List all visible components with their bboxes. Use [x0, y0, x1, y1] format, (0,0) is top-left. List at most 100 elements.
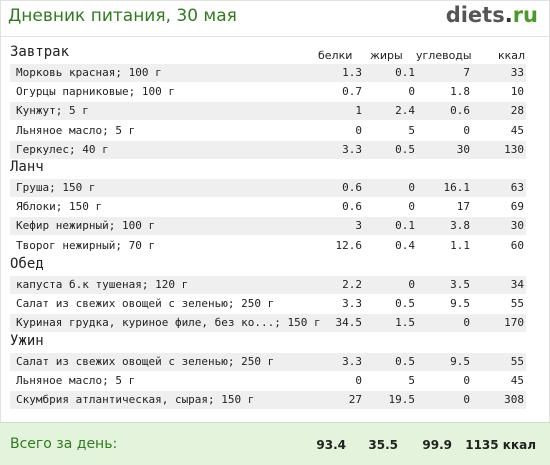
- food-kcal: 33: [510, 66, 524, 79]
- food-row: Морковь красная; 100 г 1.3 0.1 7 33: [10, 64, 526, 82]
- food-carbs: 30: [456, 142, 470, 156]
- meal-section-title: Обед: [10, 256, 44, 272]
- logo-dot: .: [504, 3, 513, 27]
- food-name: Яблоки; 150 г: [16, 200, 103, 214]
- food-name: Салат из свежих овощей с зеленью; 250 г: [16, 355, 275, 368]
- daily-totals-bar: Всего за день: 93.4 35.5 99.9 1135 ккал: [0, 422, 550, 465]
- food-protein: 1.3: [342, 66, 362, 79]
- logo-tld: ru: [512, 3, 538, 27]
- meal-section-title: Ланч: [10, 159, 44, 175]
- food-carbs: 1.8: [450, 85, 470, 99]
- food-carbs: 1.1: [450, 238, 470, 252]
- food-kcal: 55: [510, 355, 524, 368]
- food-name: Льняное масло; 5 г: [16, 374, 136, 388]
- meal-section-title: Завтрак: [10, 44, 70, 60]
- food-protein: 34.5: [335, 316, 363, 330]
- food-kcal: 130: [504, 142, 524, 156]
- food-carbs: 0: [463, 393, 470, 407]
- food-protein: 1: [355, 104, 362, 118]
- food-carbs: 3.8: [450, 219, 470, 233]
- total-carbs: 99.9: [422, 438, 452, 452]
- food-fat: 1.5: [395, 316, 415, 330]
- food-row: Огурцы парниковые; 100 г 0.7 0 1.8 10: [10, 83, 526, 101]
- food-name: Кунжут; 5 г: [16, 104, 89, 118]
- food-carbs: 0.6: [450, 104, 470, 118]
- totals-label: Всего за день:: [10, 436, 118, 452]
- food-protein: 12.6: [335, 238, 363, 252]
- food-kcal: 28: [510, 104, 524, 118]
- food-kcal: 45: [510, 374, 524, 388]
- food-kcal: 170: [504, 316, 524, 330]
- food-row: Скумбрия атлантическая, сырая; 150 г 27 19…: [10, 391, 526, 410]
- food-name: Геркулес; 40 г: [16, 142, 109, 156]
- food-name: Скумбрия атлантическая, сырая; 150 г: [16, 393, 255, 407]
- total-protein: 93.4: [316, 438, 346, 452]
- food-row: Салат из свежих овощей с зеленью; 250 г 3…: [10, 295, 526, 313]
- food-name: Куриная грудка, куриное филе, без ко...;…: [16, 316, 321, 330]
- total-kcal: 1135 ккал: [465, 438, 536, 452]
- food-name: капуста б.к тушеная; 120 г: [16, 278, 189, 291]
- food-fat: 19.5: [388, 393, 416, 407]
- food-name: Морковь красная; 100 г: [16, 66, 162, 79]
- food-name: Огурцы парниковые; 100 г: [16, 85, 175, 99]
- column-header-kcal: ккал: [498, 49, 526, 62]
- food-kcal: 30: [510, 219, 524, 233]
- food-row: Геркулес; 40 г 3.3 0.5 30 130: [10, 140, 526, 159]
- food-row: Куриная грудка, куриное филе, без ко...;…: [10, 314, 526, 333]
- food-name: Груша; 150 г: [16, 181, 96, 194]
- food-row: Груша; 150 г 0.6 0 16.1 63: [10, 179, 526, 197]
- food-row: Яблоки; 150 г 0.6 0 17 69: [10, 198, 526, 216]
- food-carbs: 3.5: [450, 278, 470, 291]
- food-row: капуста б.к тушеная; 120 г 2.2 0 3.5 34: [10, 276, 526, 294]
- total-fat: 35.5: [368, 438, 398, 452]
- food-kcal: 10: [510, 85, 524, 99]
- food-name: Кефир нежирный; 100 г: [16, 219, 156, 233]
- food-protein: 0: [355, 123, 362, 137]
- food-name: Творог нежирный; 70 г: [16, 238, 156, 252]
- food-protein: 3.3: [342, 142, 362, 156]
- food-fat: 5: [408, 123, 415, 137]
- food-fat: 0.5: [395, 142, 415, 156]
- food-protein: 27: [348, 393, 362, 407]
- food-kcal: 308: [504, 393, 524, 407]
- food-fat: 0.5: [395, 297, 415, 311]
- food-fat: 0.1: [395, 219, 415, 233]
- food-carbs: 7: [463, 66, 470, 79]
- food-row: Кунжут; 5 г 1 2.4 0.6 28: [10, 102, 526, 121]
- food-protein: 0.6: [342, 200, 362, 214]
- food-kcal: 55: [510, 297, 524, 311]
- column-header-fat: жиры: [370, 49, 403, 62]
- food-name: Салат из свежих овощей с зеленью; 250 г: [16, 297, 275, 311]
- food-fat: 0.4: [395, 238, 415, 252]
- meal-section-title: Ужин: [10, 333, 44, 349]
- food-fat: 5: [408, 374, 415, 388]
- food-kcal: 60: [510, 238, 524, 252]
- food-fat: 0.5: [395, 355, 415, 368]
- food-protein: 3: [355, 219, 362, 233]
- column-header-protein: белки: [318, 49, 353, 62]
- food-fat: 2.4: [395, 104, 415, 118]
- food-fat: 0: [408, 85, 415, 99]
- food-row: Льняное масло; 5 г 0 5 0 45: [10, 122, 526, 140]
- food-protein: 0: [355, 374, 362, 388]
- food-fat: 0.1: [395, 66, 415, 79]
- food-row: Льняное масло; 5 г 0 5 0 45: [10, 372, 526, 390]
- site-logo[interactable]: diets.ru: [446, 3, 538, 27]
- food-kcal: 63: [510, 181, 524, 194]
- logo-main: diets: [445, 3, 505, 27]
- food-protein: 3.3: [342, 355, 362, 368]
- food-carbs: 16.1: [443, 181, 471, 194]
- food-kcal: 69: [510, 200, 524, 214]
- page-title: Дневник питания, 30 мая: [8, 6, 237, 26]
- food-protein: 0.7: [342, 85, 362, 99]
- food-fat: 0: [408, 200, 415, 214]
- header-divider: [0, 36, 550, 37]
- food-carbs: 9.5: [450, 355, 470, 368]
- food-carbs: 0: [463, 123, 470, 137]
- food-kcal: 34: [510, 278, 524, 291]
- food-protein: 2.2: [342, 278, 362, 291]
- food-row: Творог нежирный; 70 г 12.6 0.4 1.1 60: [10, 237, 526, 255]
- food-kcal: 45: [510, 123, 524, 137]
- food-row: Салат из свежих овощей с зеленью; 250 г 3…: [10, 353, 526, 371]
- food-protein: 0.6: [342, 181, 362, 194]
